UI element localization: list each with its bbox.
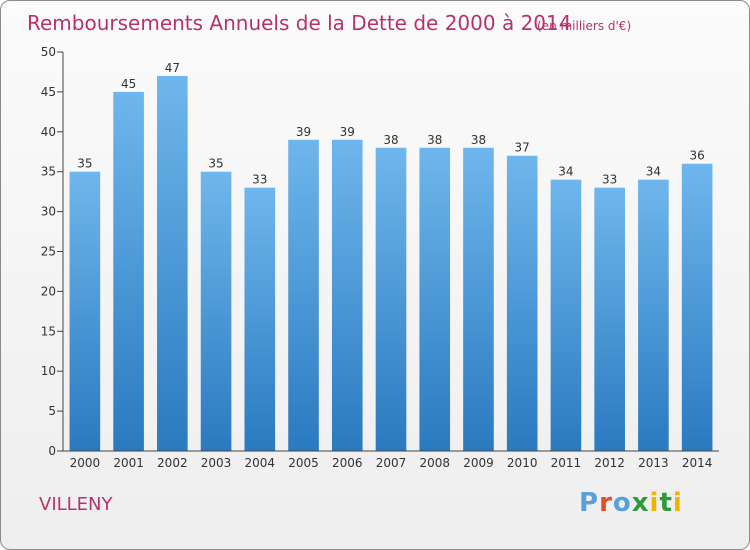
logo-letter: r bbox=[599, 488, 613, 518]
data-label-2005: 39 bbox=[296, 125, 311, 139]
x-tick-label: 2001 bbox=[113, 456, 144, 470]
chart-subtitle: (en milliers d'€) bbox=[537, 19, 631, 33]
commune-name: VILLENY bbox=[39, 494, 113, 515]
data-label-2007: 38 bbox=[383, 133, 398, 147]
x-tick-label: 2014 bbox=[682, 456, 713, 470]
data-label-2001: 45 bbox=[121, 77, 136, 91]
data-label-2003: 35 bbox=[208, 157, 223, 171]
data-label-2010: 37 bbox=[515, 141, 530, 155]
x-tick-label: 2005 bbox=[288, 456, 319, 470]
y-tick-label: 0 bbox=[48, 444, 56, 458]
x-tick-label: 2000 bbox=[70, 456, 101, 470]
bar-2001 bbox=[113, 91, 144, 452]
logo-letter: t bbox=[659, 488, 673, 518]
y-tick-label: 20 bbox=[41, 284, 56, 298]
y-tick-label: 5 bbox=[48, 404, 56, 418]
x-tick-label: 2012 bbox=[594, 456, 625, 470]
data-label-2011: 34 bbox=[558, 165, 573, 179]
bar-2003 bbox=[200, 171, 232, 451]
logo-letter: P bbox=[579, 488, 600, 518]
y-tick-label: 50 bbox=[41, 45, 56, 59]
y-tick-label: 15 bbox=[41, 324, 56, 338]
bar-2007 bbox=[375, 147, 407, 451]
bar-2004 bbox=[244, 187, 276, 451]
data-label-2002: 47 bbox=[165, 61, 180, 75]
x-tick-label: 2002 bbox=[157, 456, 188, 470]
x-tick-label: 2009 bbox=[463, 456, 494, 470]
data-label-2000: 35 bbox=[77, 157, 92, 171]
bar-2011 bbox=[550, 179, 582, 451]
data-label-2013: 34 bbox=[646, 165, 661, 179]
x-tick-label: 2013 bbox=[638, 456, 669, 470]
proxiti-logo: Proxiti bbox=[579, 488, 683, 518]
bar-2013 bbox=[638, 179, 669, 451]
y-tick-label: 35 bbox=[41, 165, 56, 179]
data-label-2014: 36 bbox=[689, 149, 704, 163]
y-tick-label: 25 bbox=[41, 245, 56, 259]
bar-2009 bbox=[463, 147, 494, 451]
logo-letter: x bbox=[631, 488, 650, 518]
data-label-2006: 39 bbox=[340, 125, 355, 139]
chart-title: Remboursements Annuels de la Dette de 20… bbox=[27, 11, 571, 35]
bar-2012 bbox=[594, 187, 625, 451]
x-axis: 2000 2001 2002 2003 2004 2005 2006 2007 2008 2009… bbox=[63, 450, 719, 470]
x-tick-label: 2006 bbox=[332, 456, 363, 470]
x-tick-label: 2003 bbox=[201, 456, 232, 470]
data-label-2004: 33 bbox=[252, 173, 267, 187]
bar-2010 bbox=[506, 155, 538, 452]
logo-letter: i bbox=[672, 488, 683, 518]
x-tick-label: 2007 bbox=[376, 456, 407, 470]
logo-letter: o bbox=[612, 488, 632, 518]
data-label-2008: 38 bbox=[427, 133, 442, 147]
y-tick-label: 45 bbox=[41, 85, 56, 99]
bar-2005 bbox=[288, 139, 319, 451]
logo-letter: i bbox=[649, 488, 660, 518]
bar-2006 bbox=[331, 139, 363, 451]
y-tick-label: 30 bbox=[41, 205, 56, 219]
y-tick-label: 10 bbox=[41, 364, 56, 378]
bar-2014 bbox=[681, 163, 713, 451]
data-label-2009: 38 bbox=[471, 133, 486, 147]
y-tick-label: 40 bbox=[41, 125, 56, 139]
bar-2002 bbox=[157, 75, 188, 451]
bar-2000 bbox=[69, 171, 101, 451]
data-label-2012: 33 bbox=[602, 173, 617, 187]
x-tick-label: 2010 bbox=[507, 456, 538, 470]
x-tick-label: 2011 bbox=[551, 456, 582, 470]
bar-series: 35 45 47 35 33 39 39 38 38 38 37 34 33 34 36 bbox=[69, 61, 713, 452]
x-tick-label: 2008 bbox=[419, 456, 450, 470]
y-axis: 0 5 10 15 20 25 30 35 40 45 50 bbox=[41, 45, 64, 458]
x-tick-label: 2004 bbox=[245, 456, 276, 470]
bar-2008 bbox=[419, 147, 451, 451]
